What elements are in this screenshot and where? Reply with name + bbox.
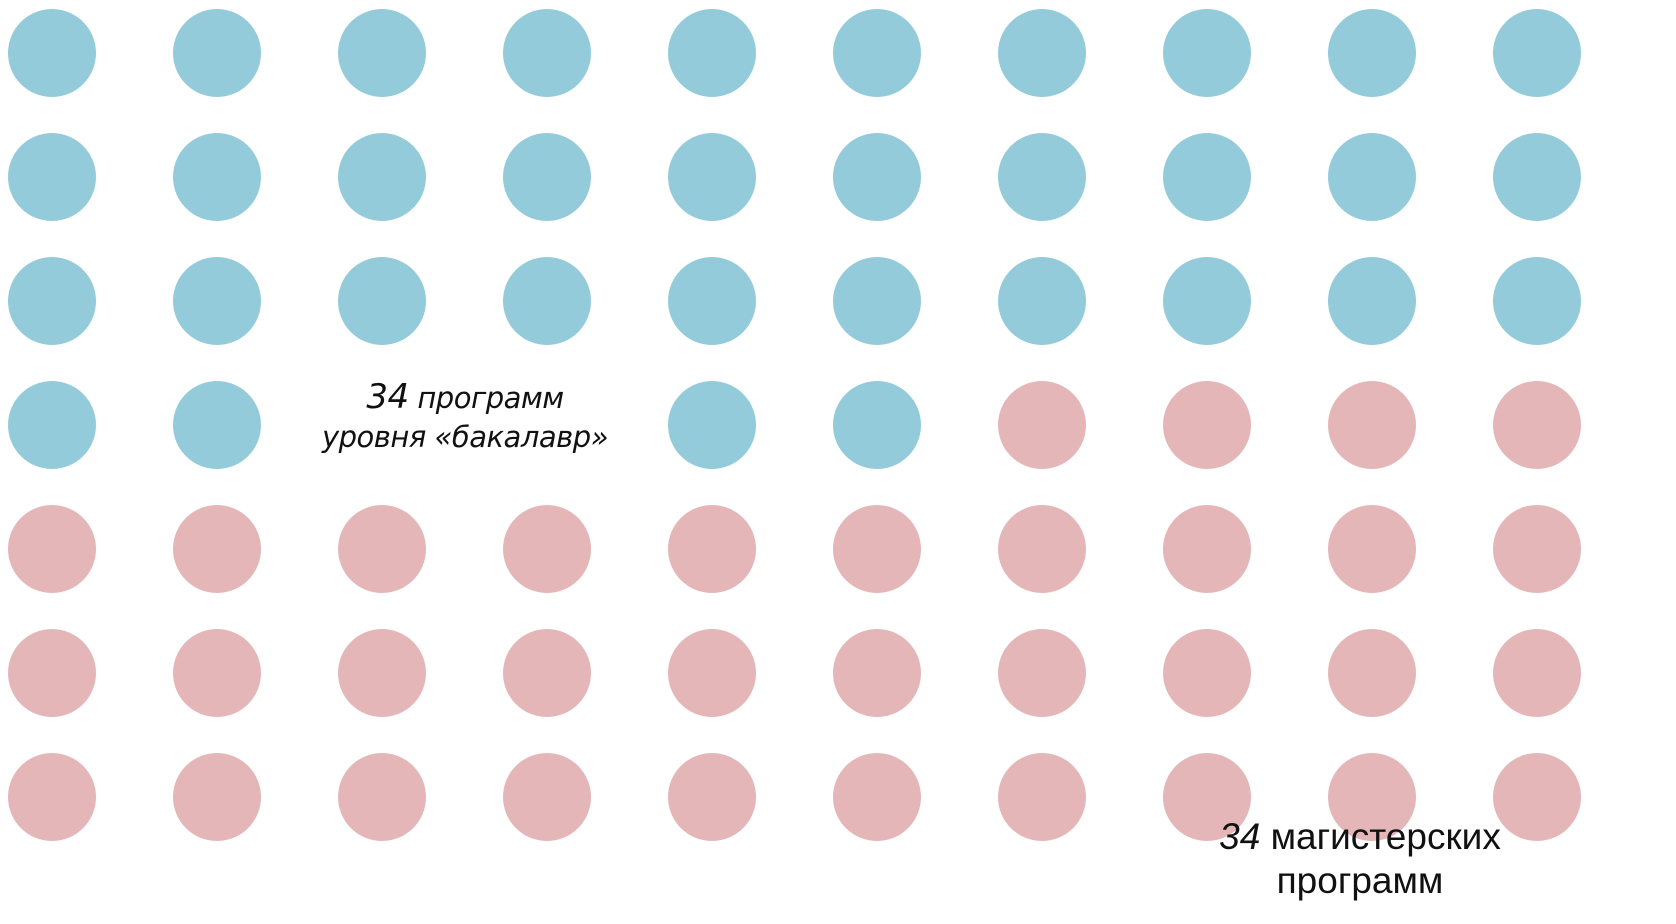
bachelor-dot: [668, 381, 756, 469]
master-caption-line1: 34 магистерских: [1175, 815, 1545, 859]
master-dot: [1493, 381, 1581, 469]
master-dot: [1328, 629, 1416, 717]
bachelor-dot: [998, 9, 1086, 97]
bachelor-dot: [8, 9, 96, 97]
master-dot: [1163, 753, 1251, 841]
master-dot: [833, 753, 921, 841]
bachelor-dot: [668, 257, 756, 345]
master-dot: [1328, 753, 1416, 841]
bachelor-dot: [173, 381, 261, 469]
bachelor-dot: [173, 257, 261, 345]
master-dot: [1493, 505, 1581, 593]
bachelor-dot: [833, 381, 921, 469]
bachelor-dot: [668, 133, 756, 221]
master-dot: [668, 753, 756, 841]
master-dot: [503, 505, 591, 593]
bachelor-caption-line2: уровня «бакалавр»: [321, 419, 609, 454]
bachelor-dot: [8, 381, 96, 469]
bachelor-caption-line1: 34 программ: [290, 376, 640, 419]
master-dot: [668, 505, 756, 593]
bachelor-dot: [1493, 257, 1581, 345]
master-dot: [8, 753, 96, 841]
bachelor-dot: [8, 133, 96, 221]
master-dot: [833, 629, 921, 717]
master-dot: [338, 753, 426, 841]
bachelor-dot: [998, 133, 1086, 221]
master-dot: [1328, 381, 1416, 469]
bachelor-dot: [503, 257, 591, 345]
master-dot: [668, 629, 756, 717]
master-dot: [1163, 381, 1251, 469]
master-dot: [998, 753, 1086, 841]
bachelor-dot: [1328, 133, 1416, 221]
master-count: 34: [1219, 816, 1261, 857]
bachelor-dot: [998, 257, 1086, 345]
master-dot: [173, 629, 261, 717]
master-dot: [998, 629, 1086, 717]
bachelor-dot: [668, 9, 756, 97]
master-dot: [1493, 753, 1581, 841]
master-dot: [998, 381, 1086, 469]
bachelor-caption-word: программ: [417, 381, 564, 415]
bachelor-count: 34: [366, 377, 409, 417]
bachelor-dot: [833, 9, 921, 97]
master-dot: [173, 505, 261, 593]
bachelor-dot: [1163, 257, 1251, 345]
bachelor-dot: [1163, 9, 1251, 97]
master-dot: [338, 629, 426, 717]
master-dot: [998, 505, 1086, 593]
master-dot: [833, 505, 921, 593]
bachelor-dot: [173, 133, 261, 221]
master-caption-line2: программ: [1276, 860, 1444, 902]
bachelor-dot: [173, 9, 261, 97]
bachelor-dot: [833, 257, 921, 345]
bachelor-dot: [503, 9, 591, 97]
bachelor-dot: [338, 9, 426, 97]
master-dot: [1328, 505, 1416, 593]
master-dot: [1163, 505, 1251, 593]
bachelor-dot: [1493, 9, 1581, 97]
master-caption-word: магистерских: [1270, 816, 1501, 857]
bachelor-dot: [503, 133, 591, 221]
bachelor-dot: [338, 133, 426, 221]
bachelor-programs-caption: 34 программ уровня «бакалавр»: [290, 376, 640, 455]
bachelor-dot: [1493, 133, 1581, 221]
master-dot: [503, 753, 591, 841]
master-dot: [8, 505, 96, 593]
master-dot: [503, 629, 591, 717]
master-programs-caption: 34 магистерских программ: [1175, 815, 1545, 904]
master-dot: [173, 753, 261, 841]
master-dot: [1163, 629, 1251, 717]
bachelor-dot: [833, 133, 921, 221]
bachelor-dot: [1328, 257, 1416, 345]
master-dot: [8, 629, 96, 717]
master-dot: [338, 505, 426, 593]
bachelor-dot: [338, 257, 426, 345]
master-dot: [1493, 629, 1581, 717]
bachelor-dot: [1163, 133, 1251, 221]
bachelor-dot: [8, 257, 96, 345]
bachelor-dot: [1328, 9, 1416, 97]
